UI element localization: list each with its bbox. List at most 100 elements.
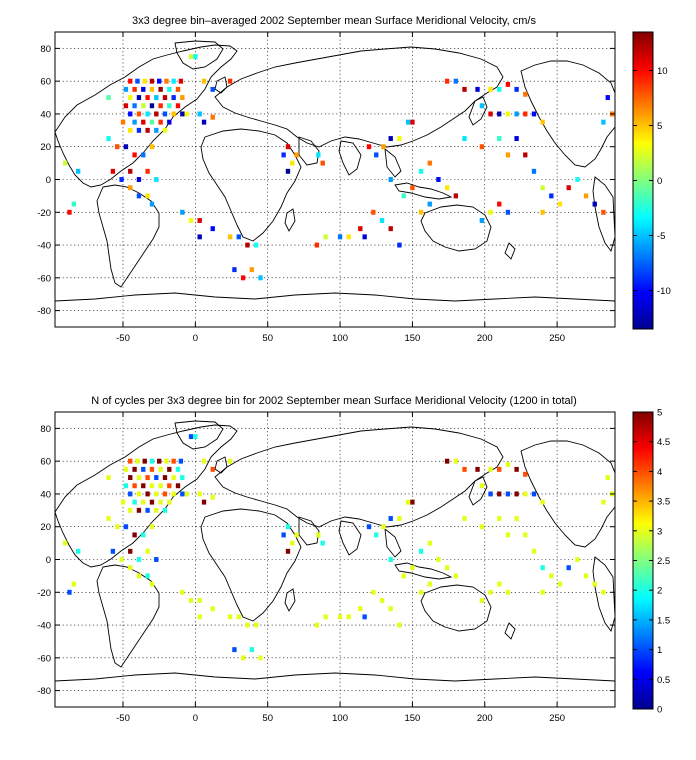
data-cell (141, 103, 146, 109)
data-cell (410, 565, 415, 571)
data-cell (388, 606, 393, 612)
data-cell (110, 548, 116, 554)
data-cell (497, 466, 502, 472)
data-cell (592, 581, 597, 587)
data-cell (145, 168, 150, 174)
data-cell (201, 499, 207, 505)
data-cell (167, 483, 172, 489)
data-cell (410, 119, 415, 125)
colorbar-tick-label: 1 (657, 645, 662, 656)
data-cell (444, 78, 450, 84)
data-cell (158, 103, 163, 109)
data-cell (132, 119, 137, 125)
data-cell (497, 136, 502, 141)
data-cell (164, 458, 169, 464)
data-cell (605, 95, 610, 101)
data-cell (462, 466, 467, 472)
data-cell (397, 242, 402, 248)
data-cell (401, 193, 406, 199)
data-cell (193, 54, 198, 60)
data-cell (397, 516, 402, 521)
data-cell (346, 234, 351, 240)
data-cell (418, 209, 424, 215)
data-cell (149, 524, 155, 530)
data-cell (418, 548, 424, 554)
data-cell (128, 491, 133, 497)
data-cell (106, 516, 111, 521)
x-tick-label: 250 (549, 713, 565, 724)
data-cell (371, 589, 376, 595)
data-cell (123, 466, 129, 472)
data-cell (128, 111, 133, 117)
data-cell (427, 160, 432, 166)
data-cell (171, 458, 176, 464)
data-cell (410, 499, 415, 505)
data-cell (210, 466, 215, 472)
panel-top: 3x3 degree bin–averaged 2002 September m… (37, 15, 670, 344)
data-cell (188, 54, 194, 60)
data-cell (505, 81, 511, 87)
data-cell (436, 557, 441, 562)
data-cell (285, 548, 291, 554)
x-tick-label: 100 (332, 333, 348, 344)
data-cell (154, 557, 159, 562)
data-cell (149, 78, 155, 84)
data-cell (171, 111, 176, 117)
data-cell (475, 466, 480, 472)
data-cell (128, 458, 133, 464)
data-cell (123, 144, 129, 150)
data-cell (158, 466, 163, 472)
data-cell (180, 95, 185, 101)
data-cell (285, 524, 291, 530)
data-cell (405, 499, 411, 505)
data-cell (145, 548, 150, 554)
data-cell (132, 103, 137, 109)
data-cell (488, 491, 493, 497)
data-cell (227, 458, 233, 464)
data-cell (145, 95, 150, 101)
data-cell (358, 606, 363, 612)
data-cell (505, 209, 511, 215)
y-tick-label: -40 (37, 621, 51, 632)
data-cell (601, 589, 606, 595)
data-cell (358, 226, 363, 232)
data-cell (136, 193, 142, 199)
data-cell (145, 573, 150, 579)
data-cell (388, 177, 393, 182)
data-cell (201, 119, 207, 125)
data-cell (210, 226, 215, 232)
data-cell (128, 78, 133, 84)
x-tick-label: 200 (477, 333, 493, 344)
y-tick-label: -40 (37, 241, 51, 252)
data-cell (583, 573, 589, 579)
data-cell (62, 160, 68, 166)
data-cell (71, 581, 76, 587)
data-cell (158, 119, 163, 125)
data-cell (323, 234, 328, 240)
data-cell (197, 614, 202, 620)
data-cell (320, 540, 325, 546)
data-cell (128, 475, 133, 481)
data-cell (162, 127, 168, 133)
data-cell (540, 565, 545, 571)
data-cell (374, 152, 379, 158)
data-cell (154, 95, 159, 101)
data-cell (128, 565, 133, 571)
data-cell (523, 532, 528, 538)
data-cell (540, 589, 545, 595)
data-cell (145, 491, 150, 497)
data-cell (381, 144, 386, 150)
data-cell (128, 95, 133, 101)
data-cell (145, 507, 150, 513)
data-cell (575, 177, 580, 182)
data-cell (123, 86, 129, 92)
data-cell (566, 185, 571, 191)
data-cell (149, 119, 155, 125)
data-cell (180, 111, 185, 117)
data-cell (575, 557, 580, 562)
data-cell (175, 466, 181, 472)
data-cell (514, 516, 519, 521)
colorbar-ticks-top: 10 5 0 -5 -10 (633, 66, 671, 297)
data-cell (149, 483, 155, 489)
data-cell (505, 461, 511, 467)
